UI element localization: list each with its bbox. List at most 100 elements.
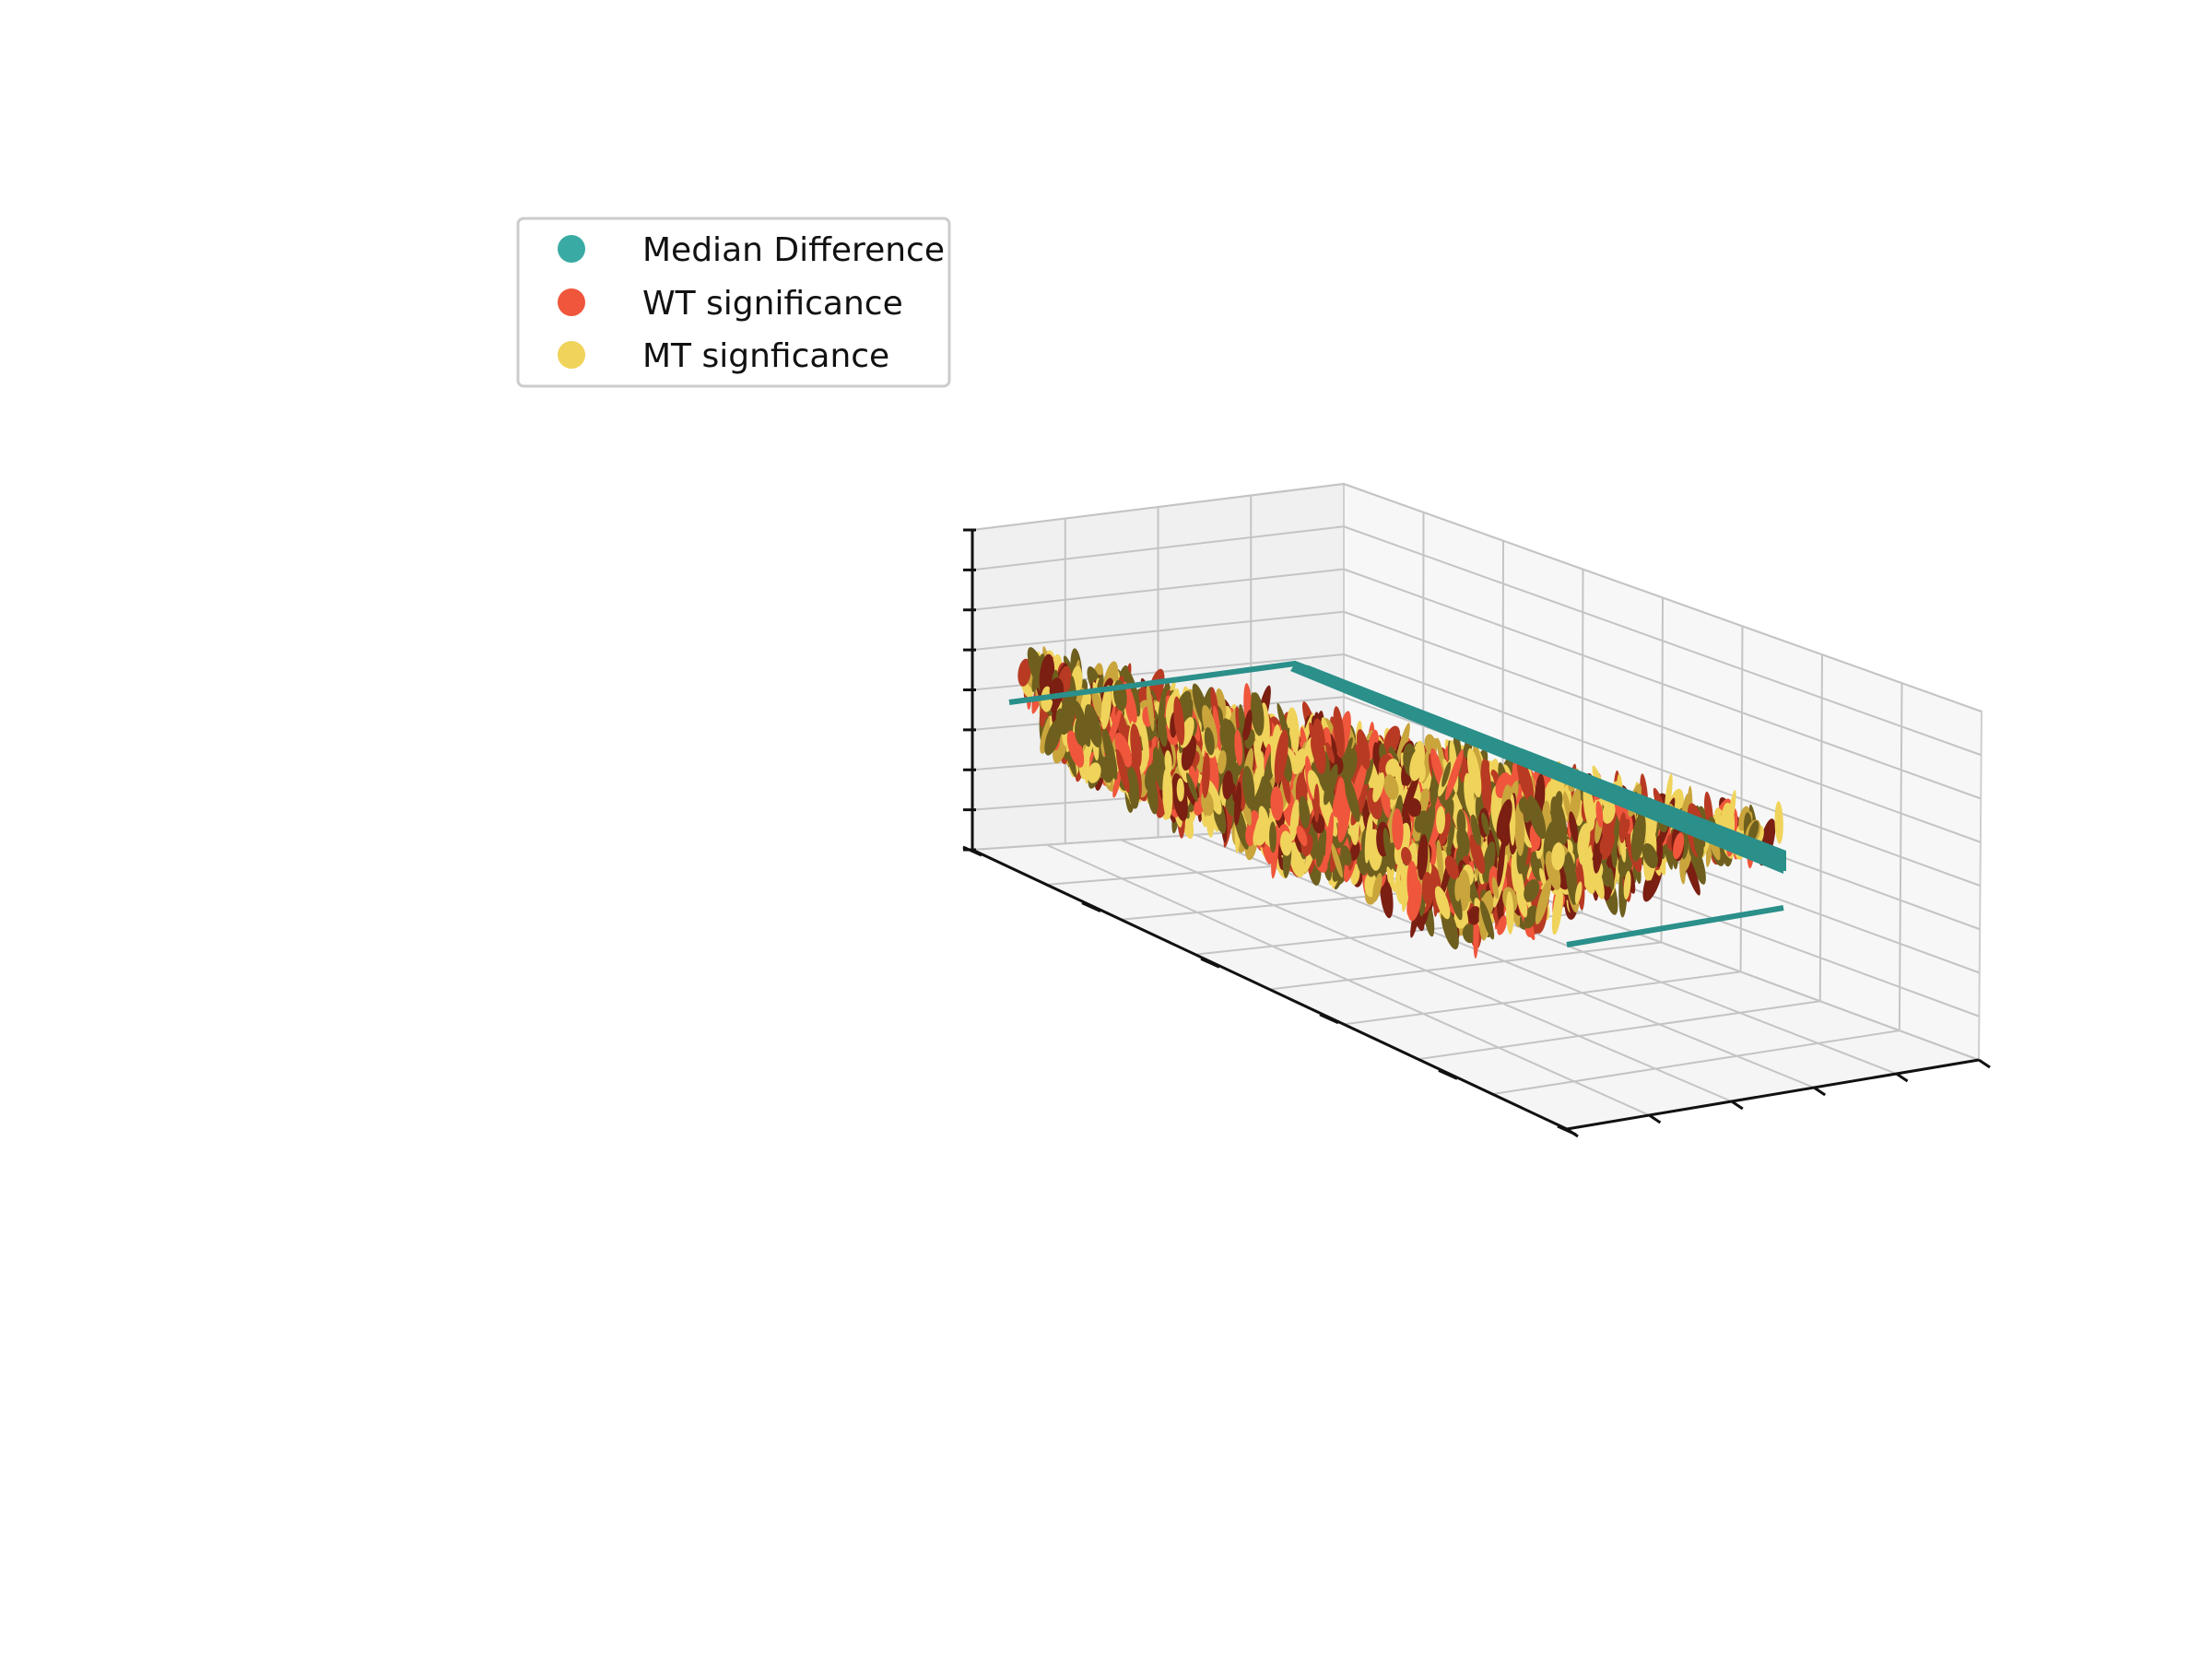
surface-facet xyxy=(1335,777,1347,824)
surface-facet xyxy=(1456,808,1466,837)
surface-facet xyxy=(1454,877,1462,902)
surface-facet xyxy=(1505,890,1514,935)
surface-facet xyxy=(1185,772,1198,802)
y-axis-tick xyxy=(1648,1113,1662,1124)
surface-facet xyxy=(1436,806,1446,834)
surface-facet xyxy=(1313,783,1320,823)
surface-facet xyxy=(1087,762,1101,783)
surface-facet xyxy=(1116,749,1130,794)
surface-facet xyxy=(1325,812,1335,865)
significance-surfaces xyxy=(1018,646,1783,959)
grid-line-x xyxy=(1660,597,1664,943)
surface-facet xyxy=(1315,828,1327,868)
surface-facet xyxy=(1340,845,1352,866)
surface-facet xyxy=(1299,795,1310,830)
grid-line-x xyxy=(1818,654,1823,1002)
surface-facet xyxy=(1152,747,1165,791)
surface-facet xyxy=(1434,886,1451,920)
surface-facet xyxy=(1444,855,1459,880)
surface-facet xyxy=(1325,742,1335,764)
surface-facet xyxy=(1343,773,1360,822)
surface-facet xyxy=(1356,729,1371,771)
axis-lines xyxy=(962,528,1991,1138)
surface-facet xyxy=(1562,854,1576,884)
surface-facet xyxy=(1213,705,1222,751)
surface-facet xyxy=(1445,869,1463,921)
surface-facet xyxy=(1243,710,1253,741)
y-axis-tick xyxy=(1978,1058,1991,1069)
surface-facet xyxy=(1123,681,1137,724)
grid-line-x xyxy=(1898,683,1903,1031)
surface-facet xyxy=(1100,685,1112,730)
surface-facet xyxy=(1516,757,1535,805)
surface-facet xyxy=(1480,759,1492,814)
surface-facet xyxy=(1372,772,1385,803)
surface-facet xyxy=(1550,796,1568,846)
surface-facet xyxy=(1515,884,1528,918)
surface-facet xyxy=(1392,807,1404,851)
x-axis-tick xyxy=(1200,957,1220,969)
surface-facet xyxy=(1222,770,1233,800)
surface-facet xyxy=(1497,915,1507,935)
surface-facet xyxy=(1386,866,1396,893)
surface-facet xyxy=(1514,803,1525,856)
median-difference-plane xyxy=(1008,660,1786,947)
surface-facet xyxy=(1091,688,1104,719)
surface-facet xyxy=(1066,730,1085,768)
surface-facet xyxy=(1126,766,1140,809)
surface-facet xyxy=(1574,881,1583,905)
surface-facet xyxy=(1258,806,1271,838)
grid-line-floor-x xyxy=(1269,941,1662,991)
surface-facet xyxy=(1382,725,1401,756)
surface-facet xyxy=(1673,832,1685,860)
x-axis-tick xyxy=(1081,901,1101,912)
surface-facet xyxy=(1470,814,1481,846)
legend-frame xyxy=(516,217,951,388)
x-axis-tick xyxy=(1438,1069,1458,1080)
surface-facet xyxy=(1323,763,1338,806)
surface-facet xyxy=(1447,813,1455,854)
surface-facet xyxy=(1234,729,1243,766)
surface-facet xyxy=(1112,770,1122,798)
surface-facet xyxy=(1527,795,1547,840)
surface-facet xyxy=(1102,726,1118,781)
surface-facet xyxy=(1524,878,1540,902)
surface-facet xyxy=(1269,821,1277,853)
surface-facet xyxy=(1296,825,1308,847)
surface-facet xyxy=(1218,749,1227,774)
surface-facet xyxy=(1075,714,1089,747)
surface-facet xyxy=(1205,779,1222,815)
grid-line-floor-y xyxy=(1120,839,1733,1102)
surface-facet xyxy=(1253,823,1262,846)
y-axis-tick xyxy=(1895,1072,1909,1083)
surface-facet xyxy=(1436,840,1444,882)
surface-facet xyxy=(1250,692,1265,736)
legend-label-mt: MT signficance xyxy=(642,337,889,375)
x-axis-tick xyxy=(962,845,982,857)
surface-facet xyxy=(1385,759,1400,778)
grid-line-floor-x xyxy=(1492,1030,1900,1096)
surface-facet xyxy=(1441,761,1452,788)
surface-facet xyxy=(1031,653,1045,692)
surface-facet xyxy=(1280,830,1292,856)
surface-facet xyxy=(1491,877,1500,900)
surface-facet xyxy=(1204,726,1215,756)
surface-facet xyxy=(1270,786,1284,821)
surface-facet xyxy=(1401,770,1420,818)
grid-line-floor-x xyxy=(1418,1000,1820,1061)
surface-facet xyxy=(1619,818,1630,839)
surface-facet xyxy=(1234,781,1242,826)
surface-facet xyxy=(1125,670,1141,717)
surface-facet xyxy=(1245,824,1255,847)
x-axis-tick xyxy=(1319,1013,1339,1025)
surface-facet xyxy=(1162,767,1173,819)
y-axis-line xyxy=(1566,1058,1980,1131)
surface-facet xyxy=(1545,851,1561,890)
surface-facet xyxy=(1060,688,1077,735)
surface-facet xyxy=(1599,830,1615,856)
surface-facet xyxy=(1679,856,1686,885)
surface-facet xyxy=(1173,696,1185,746)
surface-facet xyxy=(1469,834,1486,875)
surface-facet xyxy=(1130,724,1142,769)
y-axis-tick xyxy=(1566,1127,1579,1138)
